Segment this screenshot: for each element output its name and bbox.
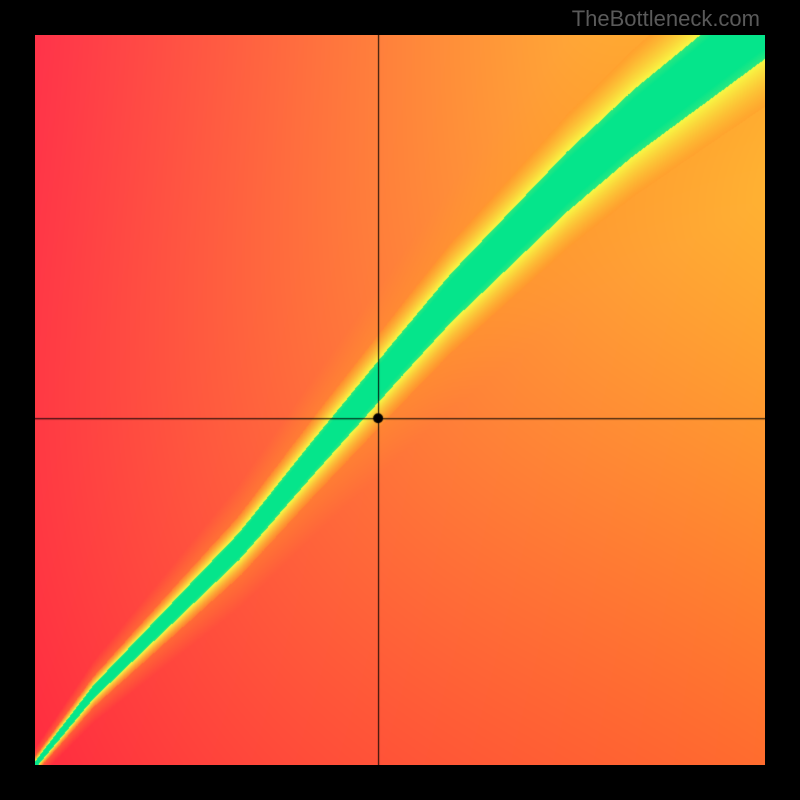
watermark: TheBottleneck.com (572, 6, 760, 32)
heatmap-canvas (35, 35, 765, 765)
bottleneck-heatmap (35, 35, 765, 765)
